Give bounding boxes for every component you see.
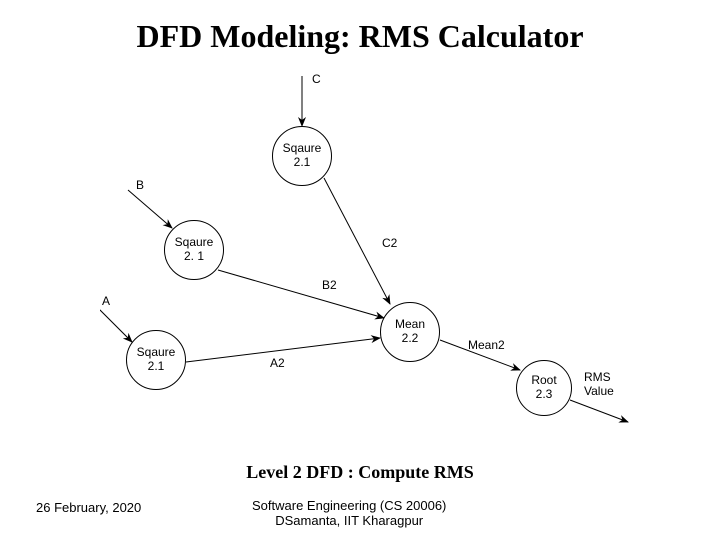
footer-course-line1: Software Engineering (CS 20006) xyxy=(252,498,446,513)
process-node-number: 2.1 xyxy=(283,156,322,170)
process-node-root: Root2.3 xyxy=(516,360,572,416)
process-node-number: 2.1 xyxy=(137,360,176,374)
flow-arrow xyxy=(218,270,384,318)
flow-label: C xyxy=(312,72,321,86)
process-node-label: Mean xyxy=(395,318,425,332)
dfd-diagram: Sqaure2.1Sqaure2. 1Sqaure2.1Mean2.2Root2… xyxy=(100,70,640,440)
flow-label: Mean2 xyxy=(468,338,505,352)
process-node-sq_a: Sqaure2.1 xyxy=(126,330,186,390)
flow-label: A2 xyxy=(270,356,285,370)
process-node-label: Root xyxy=(531,374,556,388)
flow-label: B xyxy=(136,178,144,192)
flow-arrow xyxy=(570,400,628,422)
slide: DFD Modeling: RMS Calculator Sqaure2.1Sq… xyxy=(0,0,720,540)
footer-date: 26 February, 2020 xyxy=(36,500,141,515)
process-node-number: 2.2 xyxy=(395,332,425,346)
process-node-sq_c: Sqaure2.1 xyxy=(272,126,332,186)
process-node-label: Sqaure xyxy=(137,346,176,360)
process-node-label: Sqaure xyxy=(283,142,322,156)
process-node-number: 2. 1 xyxy=(175,250,214,264)
flow-label: B2 xyxy=(322,278,337,292)
process-node-label: Sqaure xyxy=(175,236,214,250)
diagram-caption: Level 2 DFD : Compute RMS xyxy=(0,462,720,483)
flow-label: C2 xyxy=(382,236,397,250)
flow-arrow xyxy=(128,190,172,228)
process-node-sq_b: Sqaure2. 1 xyxy=(164,220,224,280)
flow-label: A xyxy=(102,294,110,308)
flow-arrow xyxy=(100,306,132,342)
process-node-number: 2.3 xyxy=(531,388,556,402)
footer-course-line2: DSamanta, IIT Kharagpur xyxy=(252,513,446,528)
slide-title: DFD Modeling: RMS Calculator xyxy=(0,18,720,55)
footer-course: Software Engineering (CS 20006) DSamanta… xyxy=(252,498,446,528)
flow-label: RMS Value xyxy=(584,370,614,398)
process-node-mean: Mean2.2 xyxy=(380,302,440,362)
